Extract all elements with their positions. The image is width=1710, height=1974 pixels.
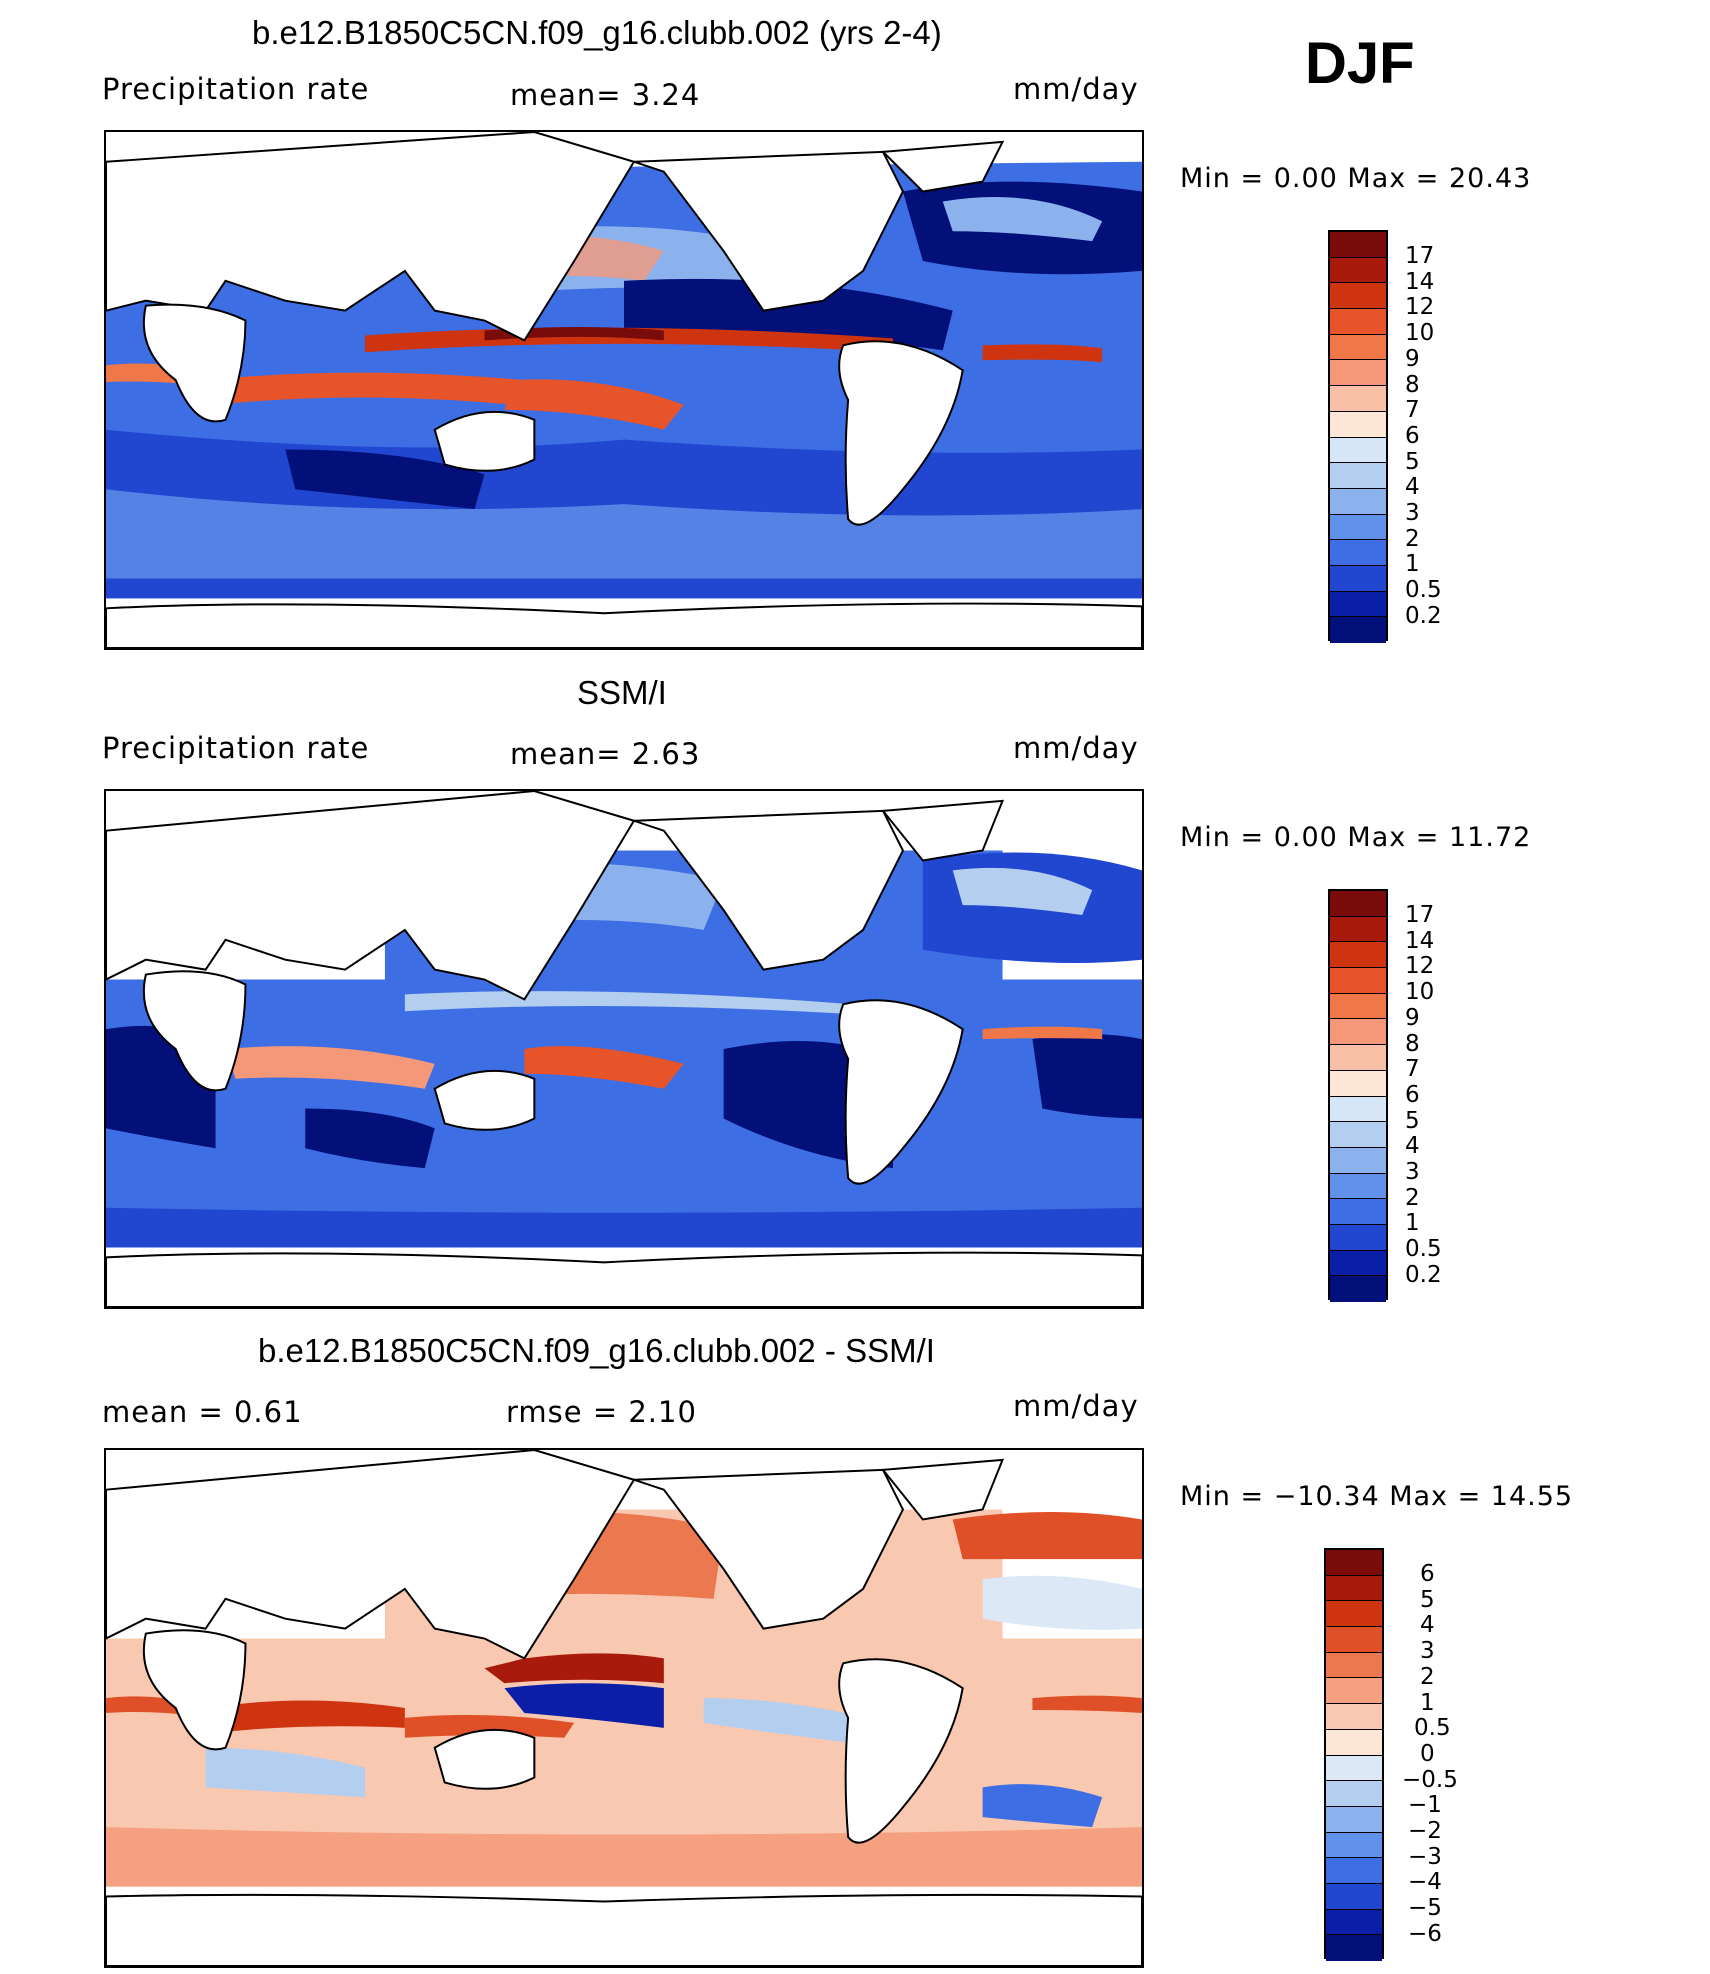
- panel2-minmax-label: Min = 0.00 Max = 11.72: [1180, 822, 1532, 853]
- tick-label: 4: [1405, 1133, 1420, 1160]
- tick-label: 9: [1405, 1004, 1420, 1031]
- tick-label: 7: [1405, 1056, 1420, 1083]
- tick-label: 0: [1420, 1740, 1435, 1767]
- tick-label: 10: [1405, 979, 1435, 1006]
- tick-label: 3: [1420, 1638, 1435, 1665]
- tick-label: 2: [1405, 525, 1420, 552]
- tick-label: 10: [1405, 320, 1435, 347]
- panel3-difference-map: [104, 1448, 1144, 1968]
- panel2-units-label: mm/day: [1013, 731, 1139, 765]
- panel1-colorbar: [1328, 230, 1388, 643]
- tick-label: −5: [1408, 1895, 1442, 1922]
- panel3-minmax-label: Min = −10.34 Max = 14.55: [1180, 1481, 1574, 1512]
- tick-label: 12: [1405, 953, 1435, 980]
- panel1-title: b.e12.B1850C5CN.f09_g16.clubb.002 (yrs 2…: [252, 14, 942, 51]
- tick-label: 6: [1405, 1081, 1420, 1108]
- tick-label: 17: [1405, 902, 1435, 928]
- panel3-rmse-label: rmse = 2.10: [506, 1395, 697, 1429]
- panel3-title: b.e12.B1850C5CN.f09_g16.clubb.002 - SSM/…: [258, 1332, 935, 1369]
- tick-label: 5: [1405, 1107, 1420, 1134]
- tick-label: 1: [1405, 551, 1420, 578]
- tick-label: 4: [1420, 1612, 1435, 1639]
- tick-label: 12: [1405, 294, 1435, 321]
- tick-label: 14: [1405, 927, 1435, 954]
- tick-label: 2: [1405, 1184, 1420, 1211]
- tick-label: 0.2: [1405, 1261, 1442, 1288]
- tick-label: 1: [1420, 1689, 1435, 1716]
- tick-label: 5: [1420, 1586, 1435, 1613]
- tick-label: 14: [1405, 268, 1435, 295]
- panel3-colorbar: [1324, 1548, 1384, 1961]
- panel3-mean-label: mean = 0.61: [102, 1395, 303, 1429]
- tick-label: −1: [1408, 1792, 1442, 1819]
- panel2-colorbar: [1328, 889, 1388, 1302]
- tick-label: 0.5: [1405, 577, 1442, 604]
- panel3-units-label: mm/day: [1013, 1389, 1139, 1423]
- tick-label: −4: [1408, 1869, 1442, 1896]
- panel1-variable-label: Precipitation rate: [102, 72, 370, 106]
- season-label: DJF: [1305, 31, 1415, 96]
- tick-label: 3: [1405, 1159, 1420, 1185]
- panel1-mean-label: mean= 3.24: [510, 78, 701, 112]
- tick-label: 0.5: [1405, 1236, 1442, 1263]
- tick-label: −6: [1408, 1920, 1442, 1947]
- panel2-ssmi-precip-map: [104, 789, 1144, 1309]
- tick-label: −3: [1408, 1843, 1442, 1870]
- tick-label: 1: [1405, 1210, 1420, 1237]
- panel2-variable-label: Precipitation rate: [102, 731, 370, 765]
- tick-label: 8: [1405, 1030, 1420, 1057]
- tick-label: 9: [1405, 345, 1420, 372]
- tick-label: 3: [1405, 500, 1420, 526]
- tick-label: 17: [1405, 243, 1435, 269]
- panel1-units-label: mm/day: [1013, 72, 1139, 106]
- panel1-model-precip-map: [104, 130, 1144, 650]
- panel2-mean-label: mean= 2.63: [510, 737, 701, 771]
- tick-label: 8: [1405, 371, 1420, 398]
- tick-label: 6: [1420, 1561, 1435, 1587]
- tick-label: 4: [1405, 474, 1420, 501]
- tick-label: 2: [1420, 1663, 1435, 1690]
- tick-label: 0.2: [1405, 602, 1442, 629]
- tick-label: 5: [1405, 448, 1420, 475]
- tick-label: 6: [1405, 422, 1420, 449]
- tick-label: 0.5: [1414, 1715, 1451, 1742]
- tick-label: −2: [1408, 1818, 1442, 1844]
- tick-label: −0.5: [1402, 1766, 1458, 1793]
- tick-label: 7: [1405, 397, 1420, 424]
- panel1-minmax-label: Min = 0.00 Max = 20.43: [1180, 163, 1532, 194]
- panel2-title: SSM/I: [577, 674, 667, 711]
